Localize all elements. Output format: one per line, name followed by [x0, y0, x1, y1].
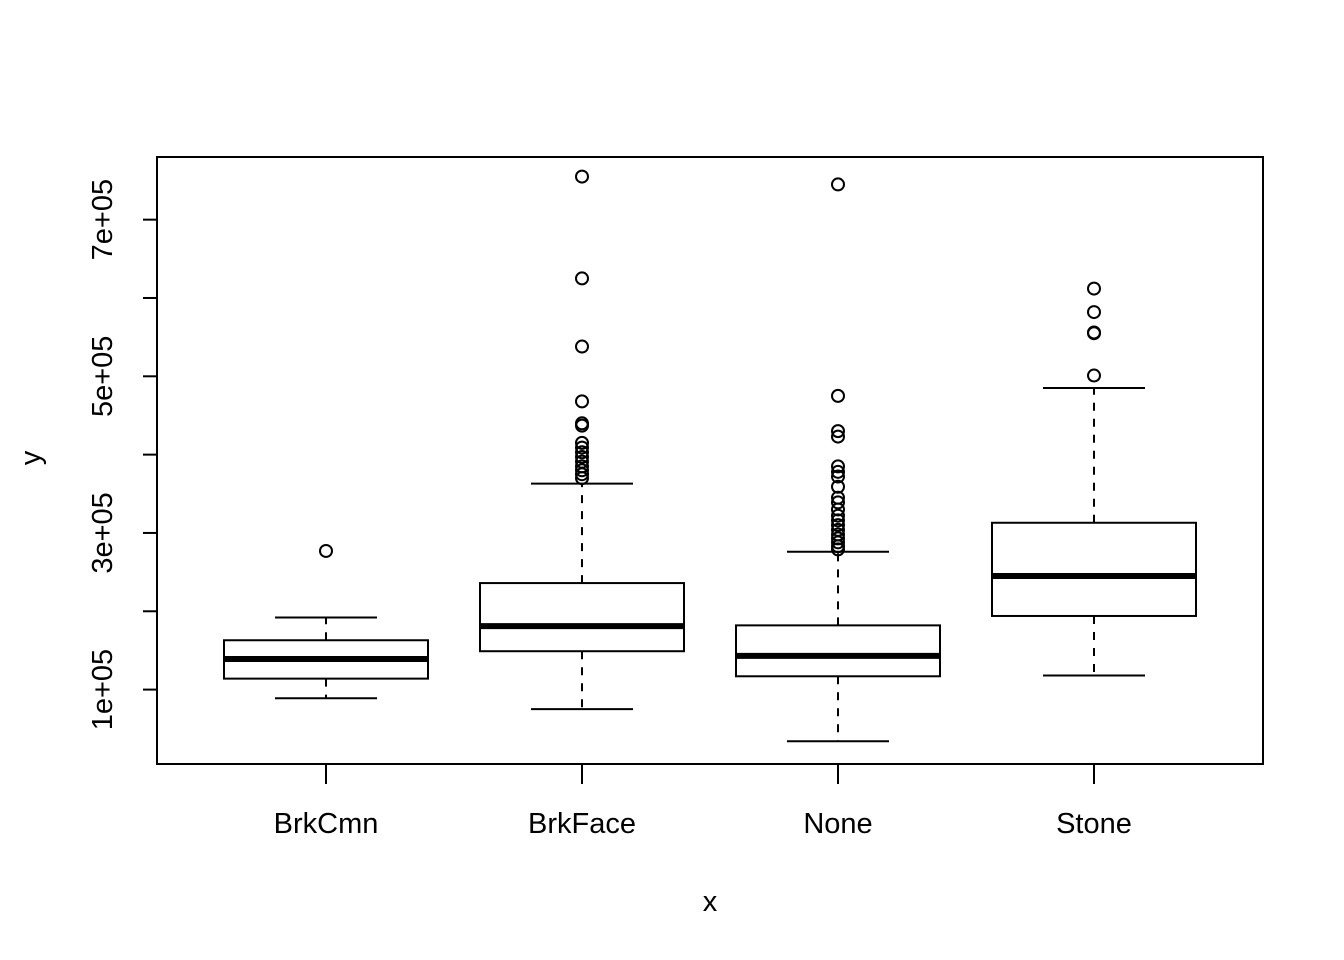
x-tick-label: BrkFace	[528, 808, 636, 840]
outlier-point	[575, 467, 589, 482]
outlier-point	[831, 508, 845, 523]
outlier-point	[831, 542, 845, 557]
x-tick-label: BrkCmn	[274, 808, 379, 840]
x-tick-label: Stone	[1056, 808, 1132, 840]
outlier-point	[831, 459, 845, 474]
box-brkface	[479, 169, 685, 711]
outlier-point	[831, 495, 845, 510]
outlier-point	[575, 440, 589, 455]
outlier-point	[831, 429, 845, 444]
iqr-box	[735, 624, 941, 678]
box-stone	[991, 281, 1197, 677]
y-tick-label: 3e+05	[87, 492, 119, 573]
outlier-point	[831, 535, 845, 550]
y-axis: 1e+05 3e+05 5e+05 7e+05	[87, 179, 158, 730]
outlier-point	[575, 339, 589, 354]
outlier-point	[831, 518, 845, 533]
outlier-point	[831, 388, 845, 403]
x-tick-label: None	[803, 808, 872, 840]
outlier-point	[831, 531, 845, 546]
box-brkcmn	[223, 543, 429, 700]
outlier-point	[831, 177, 845, 192]
outlier-point	[831, 464, 845, 479]
outlier-point	[575, 445, 589, 460]
outlier-point	[575, 271, 589, 286]
iqr-box	[479, 582, 685, 653]
outlier-point	[575, 463, 589, 478]
box-none	[735, 177, 941, 743]
outlier-point	[575, 394, 589, 409]
outlier-point	[319, 543, 333, 558]
outlier-point	[575, 169, 589, 184]
outlier-point	[831, 513, 845, 528]
x-axis-label: x	[703, 886, 718, 918]
outlier-point	[575, 471, 589, 486]
y-tick-label: 5e+05	[87, 336, 119, 417]
outlier-point	[1087, 281, 1101, 296]
outlier-point	[831, 479, 845, 494]
outlier-point	[1087, 305, 1101, 320]
outlier-point	[1087, 326, 1101, 341]
outlier-point	[831, 424, 845, 439]
y-axis-label: y	[15, 450, 47, 465]
outlier-point	[575, 449, 589, 464]
iqr-box	[991, 521, 1197, 617]
outlier-point	[575, 435, 589, 450]
outlier-point	[575, 418, 589, 433]
y-tick-label: 1e+05	[87, 649, 119, 730]
outlier-point	[831, 502, 845, 517]
outlier-point	[1087, 368, 1101, 383]
outlier-point	[831, 469, 845, 484]
boxes-layer	[223, 169, 1197, 743]
y-tick-label: 7e+05	[87, 179, 119, 260]
x-axis: BrkCmn BrkFace None Stone	[274, 764, 1132, 840]
